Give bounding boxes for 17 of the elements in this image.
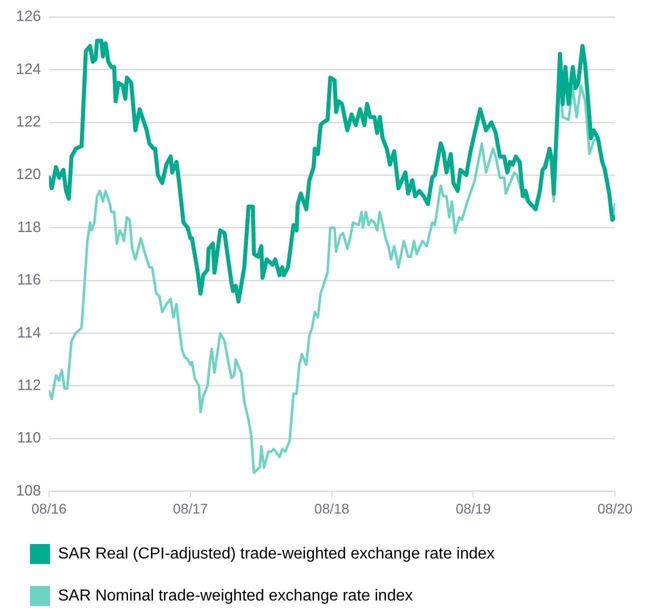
y-tick-label: 116 — [17, 272, 42, 289]
x-tick-label: 08/19 — [456, 500, 491, 516]
y-tick-label: 126 — [16, 8, 42, 26]
y-tick-label: 114 — [17, 324, 42, 342]
y-tick-label: 110 — [17, 430, 42, 447]
x-tick-label: 08/16 — [32, 500, 67, 516]
y-tick-label: 118 — [17, 218, 42, 236]
y-tick-label: 124 — [16, 60, 42, 78]
x-tick-label: 08/18 — [314, 500, 350, 516]
y-tick-label: 122 — [16, 114, 42, 131]
y-tick-label: 108 — [16, 482, 42, 500]
x-tick-label: 08/17 — [172, 500, 208, 516]
legend-label: SAR Nominal trade-weighted exchange rate index — [58, 587, 413, 604]
legend-label: SAR Real (CPI-adjusted) trade-weighted exchange rate index — [58, 545, 495, 562]
y-tick-label: 120 — [16, 166, 42, 184]
y-tick-label: 112 — [17, 376, 42, 394]
x-tick-label: 08/20 — [597, 500, 633, 516]
